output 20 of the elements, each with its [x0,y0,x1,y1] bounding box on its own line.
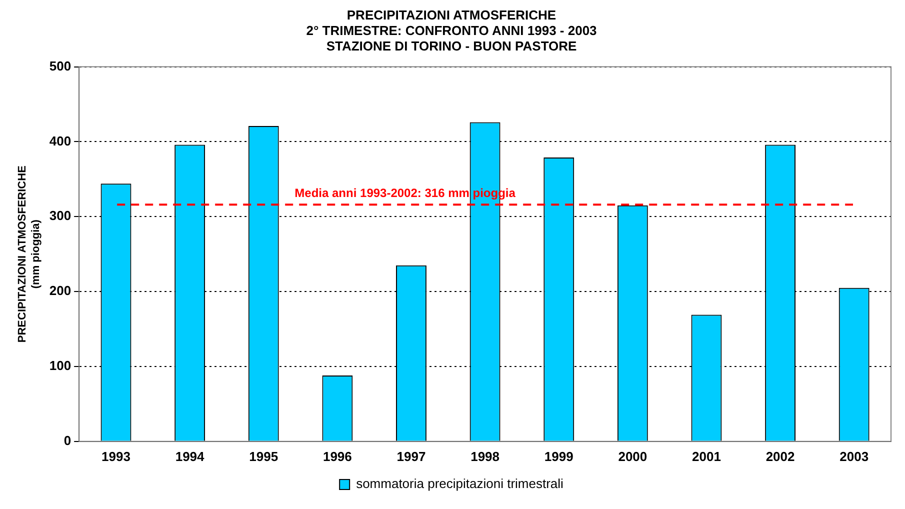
y-tick-label: 0 [64,432,72,448]
x-tick-label: 1994 [175,448,206,464]
x-tick-label: 1995 [249,448,278,464]
x-tick-label: 1993 [102,448,130,464]
x-tick-label: 2001 [692,448,721,464]
y-tick-label: 200 [49,283,72,298]
y-tick-label: 400 [49,133,72,148]
y-tick-label: 300 [49,208,72,224]
x-tick-label: 1996 [322,448,352,464]
x-tick-label: 2000 [618,448,648,464]
x-tick-label: 1999 [544,448,574,464]
legend-label: sommatoria precipitazioni trimestrali [356,476,564,492]
x-tick-label: 1997 [396,448,426,464]
x-tick-label: 1998 [470,448,500,464]
x-tick-label: 2002 [766,448,795,464]
y-tick-label: 100 [49,358,72,374]
y-tick-label: 500 [49,58,72,74]
chart-title: PRECIPITAZIONI ATMOSFERICHE 2° TRIMESTRE: CONFRONTO ANNI 1993 - 2003 STAZIONE DI TORINO - BUON PASTORE [306,7,597,54]
x-tick-label: 2003 [840,448,869,464]
y-axis-title: PRECIPITAZIONI ATMOSFERICHE (mm pioggia) [16,166,42,343]
